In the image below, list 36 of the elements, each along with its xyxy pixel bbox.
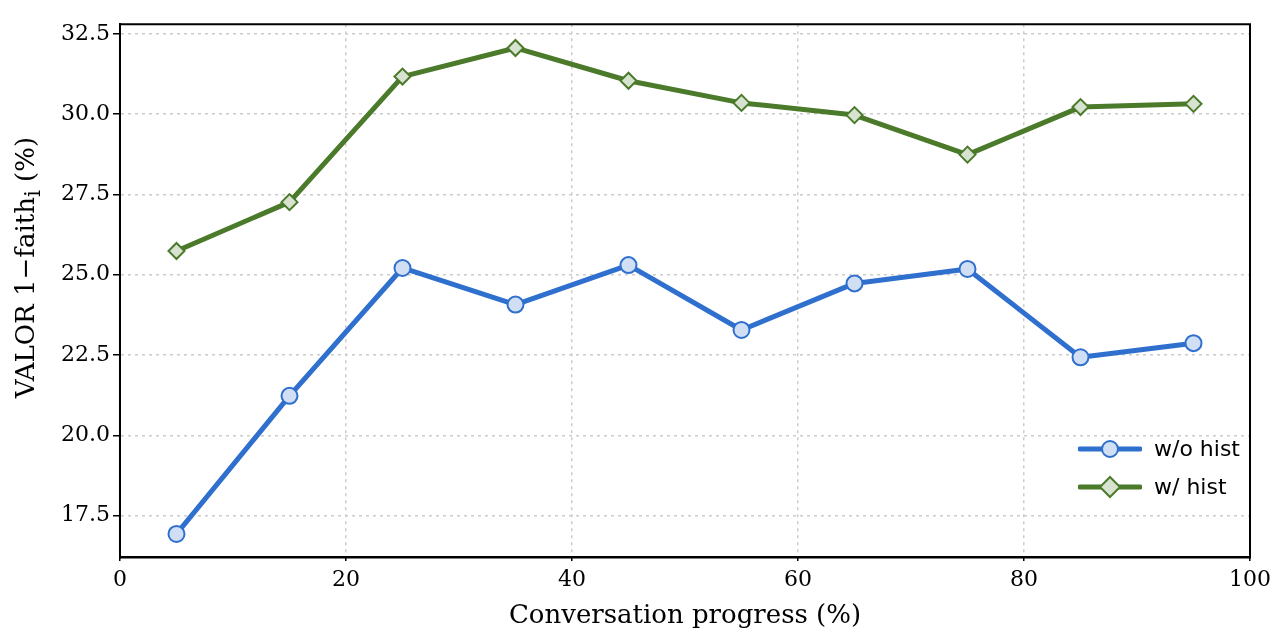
point — [167, 241, 186, 260]
point — [845, 106, 864, 125]
point — [732, 320, 751, 339]
y-tick-label: 17.5 — [61, 501, 110, 527]
point — [1071, 348, 1090, 367]
x-tick-label: 0 — [112, 566, 127, 592]
point — [506, 295, 525, 314]
point — [1184, 334, 1203, 353]
x-tick-label: 20 — [331, 566, 360, 592]
point — [280, 386, 299, 405]
y-tick-label: 32.5 — [61, 19, 110, 45]
point — [1071, 98, 1090, 117]
y-tick-label: 20.0 — [61, 421, 110, 447]
point — [393, 258, 412, 277]
point — [280, 193, 299, 212]
point — [506, 38, 525, 57]
point — [732, 93, 751, 112]
x-axis-title: Conversation progress (%) — [508, 599, 862, 630]
y-tick-label: 22.5 — [61, 340, 110, 366]
point — [393, 67, 412, 86]
point — [958, 145, 977, 164]
point — [1184, 94, 1203, 113]
y-tick-label: 25.0 — [61, 260, 110, 286]
point — [167, 524, 186, 543]
x-tick-label: 80 — [1010, 566, 1038, 592]
legend-label: w/ hist — [1153, 473, 1227, 501]
point — [845, 274, 864, 293]
point — [619, 256, 638, 275]
x-tick-label: 40 — [557, 566, 586, 592]
legend-label: w/o hist — [1153, 435, 1240, 463]
y-tick-label: 30.0 — [61, 99, 110, 125]
y-tick-label: 27.5 — [61, 180, 110, 206]
point — [619, 71, 638, 90]
x-tick-label: 60 — [783, 566, 812, 592]
point — [958, 259, 977, 278]
x-tick-label: 100 — [1229, 566, 1271, 592]
